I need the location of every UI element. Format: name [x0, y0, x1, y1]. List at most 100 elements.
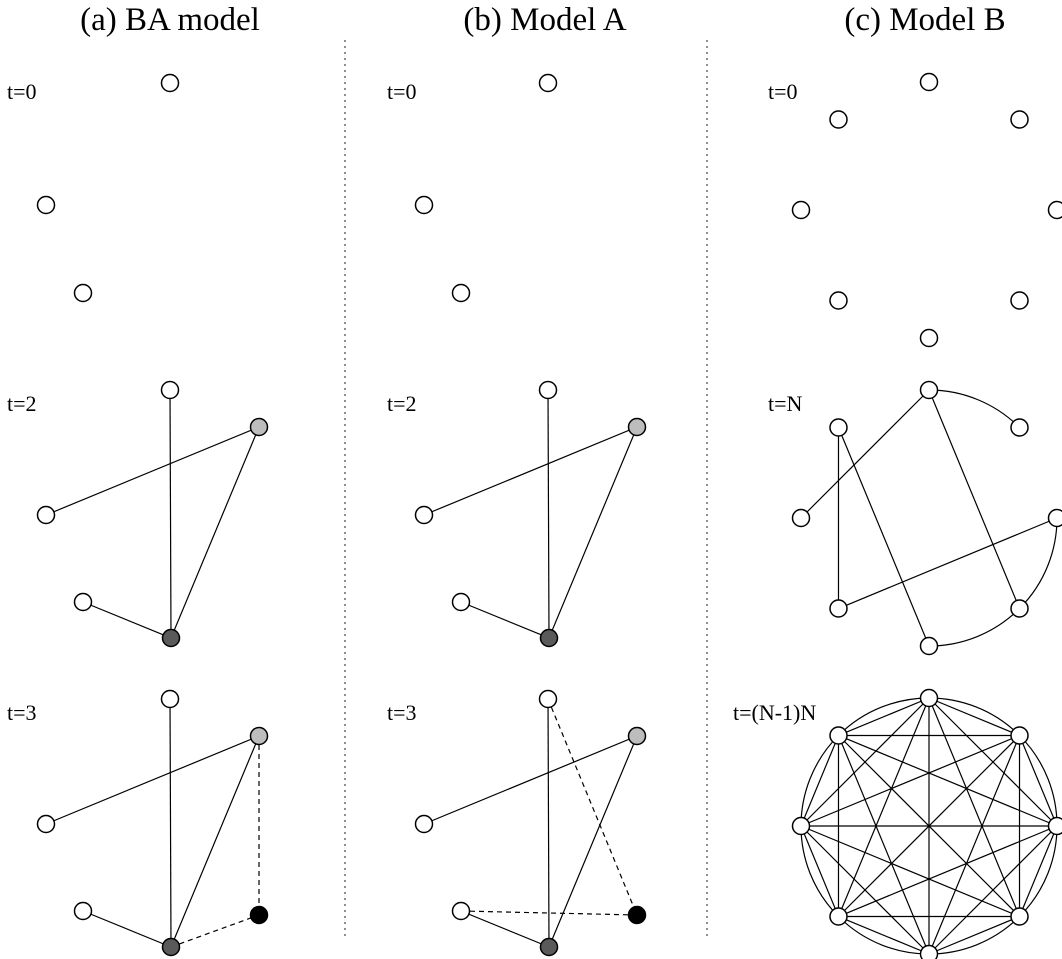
node-c-t0-4: [919, 328, 939, 348]
node-c-tfull-5: [829, 907, 848, 926]
node-b-t3-top: [538, 689, 558, 709]
edge-b-t2-right-left: [423, 426, 638, 516]
node-c-tN-4: [919, 636, 939, 656]
node-b-t2-top: [538, 380, 558, 400]
time-label-a-t2: t=2: [7, 391, 37, 416]
edge-c-tfull-3-4: [928, 915, 1020, 955]
node-c-tfull-6: [791, 816, 811, 836]
node-b-t0-left: [414, 195, 434, 215]
node-a-t3-right: [249, 726, 269, 746]
edge-c-tfull-0-7: [838, 697, 930, 737]
node-c-tN-6: [791, 508, 811, 528]
node-b-t0-top: [538, 73, 558, 93]
edge-a-t3-right-hub: [170, 735, 260, 948]
time-label-a-t3: t=3: [7, 700, 37, 725]
graph-layer: [36, 72, 1062, 959]
edge-b-t2-bl-hub: [460, 601, 550, 639]
node-a-t3-new: [249, 905, 269, 925]
node-c-t0-0: [919, 72, 939, 92]
time-label-b-t2: t=2: [387, 391, 417, 416]
node-b-t3-left: [414, 814, 434, 834]
edge-c-tfull-1-2: [1018, 735, 1058, 827]
arc-c-tN-2-4: [928, 517, 1058, 647]
edge-b-t3-new-top: [547, 698, 638, 916]
panel-title-b: (b) Model A: [463, 2, 626, 38]
node-a-t3-hub: [161, 937, 181, 957]
edge-c-tfull-2-3: [1018, 825, 1058, 917]
edge-b-t2-top-hub: [547, 389, 550, 639]
time-label-a-t0: t=0: [7, 79, 37, 104]
edge-c-tfull-0-5: [837, 697, 930, 917]
node-c-tN-5: [829, 599, 848, 618]
panel-title-a: (a) BA model: [80, 2, 260, 38]
node-b-t3-new: [627, 905, 647, 925]
edge-c-tfull-4-6: [800, 825, 930, 955]
node-a-t2-right: [249, 417, 269, 437]
edge-c-tfull-6-7: [800, 735, 840, 827]
node-b-t2-left: [414, 505, 434, 525]
node-b-t2-right: [627, 417, 647, 437]
node-c-t0-7: [829, 110, 848, 129]
edge-c-tfull-3-6: [800, 825, 1020, 918]
node-c-tfull-7: [829, 726, 848, 745]
node-c-t0-5: [829, 291, 848, 310]
edge-a-t2-bl-hub: [82, 601, 172, 639]
node-b-t3-hub: [539, 937, 559, 957]
node-b-t0-bottom: [451, 283, 471, 303]
node-c-tfull-3: [1010, 907, 1029, 926]
node-c-tN-0: [919, 380, 939, 400]
edge-a-t3-new-hub: [170, 914, 260, 948]
edge-c-tN-7-4: [837, 427, 930, 647]
edge-a-t2-right-hub: [170, 426, 260, 639]
node-a-t0-left: [36, 195, 56, 215]
node-a-t3-bottom-left: [73, 901, 93, 921]
node-b-t3-bottom-left: [451, 901, 471, 921]
edge-a-t3-bl-hub: [82, 910, 172, 948]
edge-c-tfull-5-6: [800, 825, 840, 917]
edge-b-t3-right-left: [423, 735, 638, 825]
edge-c-tfull-2-7: [838, 734, 1058, 827]
node-b-t2-hub: [539, 628, 559, 648]
node-c-tN-1: [1010, 418, 1029, 437]
node-c-t0-1: [1010, 110, 1029, 129]
time-label-c-tN: t=N: [768, 391, 803, 416]
node-c-tN-3: [1010, 599, 1029, 618]
arc-c-tN-0-1: [928, 389, 1020, 428]
edge-a-t2-top-hub: [169, 389, 172, 639]
edge-b-t2-right-hub: [548, 426, 638, 639]
panel-title-c: (c) Model B: [844, 2, 1005, 38]
node-c-t0-2: [1047, 200, 1062, 220]
node-c-tN-7: [829, 418, 848, 437]
edge-a-t3-top-hub: [169, 698, 172, 948]
edge-b-t3-new-bl: [460, 910, 638, 916]
edge-b-t3-right-hub: [548, 735, 638, 948]
node-a-t2-bottom-left: [73, 592, 93, 612]
node-b-t2-bottom-left: [451, 592, 471, 612]
node-c-t0-3: [1010, 291, 1029, 310]
edge-c-tfull-1-6: [800, 734, 1020, 827]
node-c-t0-6: [791, 200, 811, 220]
node-a-t0-top: [160, 73, 180, 93]
edge-c-tfull-1-4: [928, 735, 1021, 955]
node-b-t3-right: [627, 726, 647, 746]
edge-a-t2-right-left: [45, 426, 260, 516]
node-a-t3-left: [36, 814, 56, 834]
edge-c-tfull-4-5: [838, 915, 930, 955]
time-label-c-tfull: t=(N-1)N: [733, 700, 816, 725]
edge-b-t3-top-hub: [547, 698, 550, 948]
node-a-t0-bottom: [73, 283, 93, 303]
time-label-c-t0: t=0: [768, 79, 798, 104]
edge-c-tN-0-3: [928, 389, 1021, 609]
time-label-b-t3: t=3: [387, 700, 417, 725]
node-a-t2-hub: [161, 628, 181, 648]
edge-c-tfull-3-7: [838, 735, 1020, 917]
edge-c-tfull-0-3: [928, 697, 1021, 917]
node-c-tfull-2: [1047, 816, 1062, 836]
edge-c-tN-0-6: [800, 389, 930, 519]
edge-c-tfull-2-5: [838, 825, 1058, 918]
node-c-tfull-0: [919, 688, 939, 708]
node-c-tfull-1: [1010, 726, 1029, 745]
node-c-tfull-4: [919, 944, 939, 959]
edge-a-t3-right-left: [45, 735, 260, 825]
